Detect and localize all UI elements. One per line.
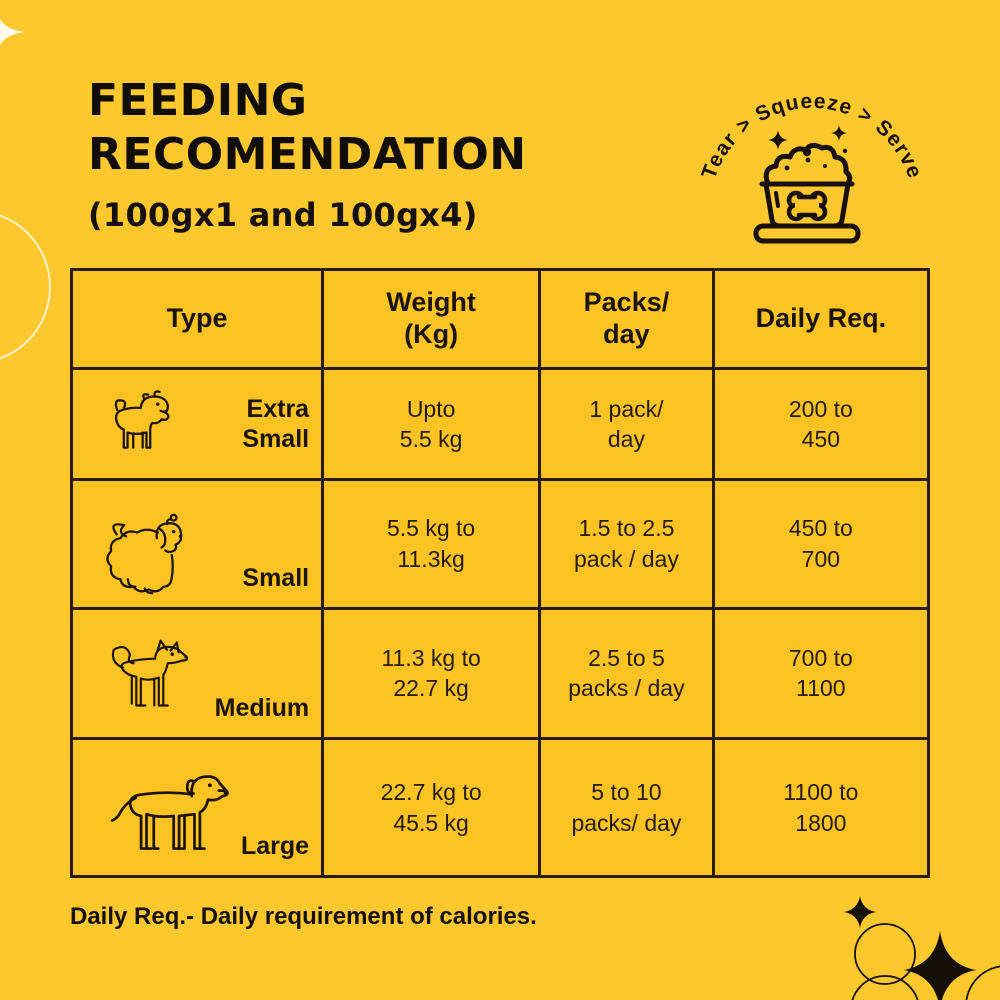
type-cell-small: Small	[73, 480, 325, 610]
type-label: Large	[241, 832, 310, 860]
pack-size-subtitle: (100gx1 and 100gx4)	[88, 196, 478, 234]
col-header-daily-req: Daily Req.	[714, 271, 927, 371]
page-title-line2: RECOMENDATION	[88, 128, 527, 180]
tear-squeeze-serve-badge: Tear > Squeeze > Serve	[697, 90, 926, 244]
bone-icon	[786, 190, 828, 222]
col-header-weight: Weight (Kg)	[324, 271, 542, 371]
daily-req-cell: 1100 to 1800	[783, 779, 859, 836]
large-labrador-dog-icon	[110, 775, 229, 850]
type-cell-extra-small: Extra Small	[73, 370, 325, 481]
weight-cell: 5.5 kg to 11.3kg	[324, 480, 542, 610]
type-label: Extra Small	[242, 394, 310, 453]
feeding-table: Type Weight (Kg) Packs/ day Daily Req. E…	[70, 268, 930, 878]
medium-spitz-dog-icon	[111, 639, 189, 707]
type-cell-medium: Medium	[73, 609, 325, 741]
sparkle-icon	[843, 895, 877, 929]
type-label: Small	[242, 563, 310, 592]
circle-outline	[851, 975, 919, 1000]
weight-cell: 22.7 kg to 45.5 kg	[324, 740, 542, 875]
circle-outline	[854, 923, 916, 985]
daily-req-cell: 700 to 1100	[714, 610, 927, 741]
sparkle-icon	[831, 125, 847, 141]
daily-req-footnote: Daily Req.- Daily requirement of calorie…	[70, 903, 537, 930]
page-title: FEEDING RECOMENDATION	[88, 74, 527, 181]
packs-cell: 1 pack/ day	[541, 370, 715, 481]
small-fluffy-dog-icon	[106, 513, 183, 595]
weight-cell: Upto 5.5 kg	[324, 370, 542, 481]
sparkle-icon	[903, 931, 977, 1000]
type-label: Medium	[214, 694, 310, 723]
packs-cell: 5 to 10 packs/ day	[541, 740, 715, 875]
pug-dog-icon	[114, 390, 170, 449]
weight-cell: 11.3 kg to 22.7 kg	[324, 609, 542, 741]
daily-req-cell: 450 to 700	[714, 481, 927, 610]
col-header-type: Type	[73, 271, 325, 371]
daily-req-cell: 200 to 450	[714, 370, 927, 481]
sparkle-icon	[768, 130, 788, 150]
page-title-line1: FEEDING	[88, 75, 308, 126]
dog-bowl-icon	[753, 125, 861, 244]
packs-cell: 1.5 to 2.5 pack / day	[541, 480, 715, 610]
sparkle-icon	[0, 13, 26, 51]
col-header-packs: Packs/ day	[541, 271, 715, 371]
badge-arc-text: Tear > Squeeze > Serve	[697, 90, 926, 182]
type-cell-large: Large	[73, 740, 325, 875]
bottom-right-decoration	[843, 895, 1000, 1000]
circle-outline-decoration	[0, 210, 51, 364]
packs-cell: 2.5 to 5 packs / day	[541, 609, 715, 741]
